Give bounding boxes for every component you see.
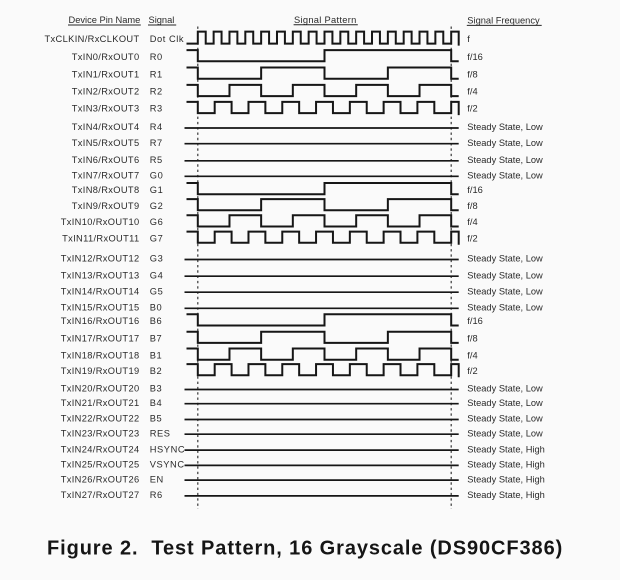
svg-text:RES: RES (150, 428, 171, 438)
svg-text:TxIN23/RxOUT23: TxIN23/RxOUT23 (61, 428, 140, 438)
svg-text:B3: B3 (150, 384, 162, 394)
svg-text:f/8: f/8 (467, 69, 477, 79)
svg-text:TxIN26/RxOUT26: TxIN26/RxOUT26 (61, 474, 140, 484)
svg-text:R3: R3 (150, 104, 163, 114)
svg-text:TxIN2/RxOUT2: TxIN2/RxOUT2 (72, 87, 140, 97)
svg-text:B2: B2 (150, 366, 162, 376)
svg-text:TxIN8/RxOUT8: TxIN8/RxOUT8 (72, 185, 140, 195)
svg-text:TxIN4/RxOUT4: TxIN4/RxOUT4 (72, 122, 140, 132)
svg-text:TxIN18/RxOUT18: TxIN18/RxOUT18 (61, 350, 140, 360)
svg-text:G0: G0 (150, 171, 164, 181)
svg-text:Steady State, Low: Steady State, Low (467, 414, 543, 424)
svg-text:Steady State, Low: Steady State, Low (467, 398, 543, 408)
svg-text:Steady State, Low: Steady State, Low (467, 303, 543, 313)
svg-text:G3: G3 (150, 254, 164, 264)
svg-text:Steady State, High: Steady State, High (467, 444, 545, 454)
svg-text:TxIN19/RxOUT19: TxIN19/RxOUT19 (61, 366, 140, 376)
svg-text:f/4: f/4 (467, 350, 477, 360)
svg-text:TxIN15/RxOUT15: TxIN15/RxOUT15 (61, 303, 140, 313)
svg-text:R6: R6 (150, 490, 163, 500)
svg-text:VSYNC: VSYNC (150, 460, 185, 470)
svg-text:B4: B4 (150, 398, 162, 408)
svg-text:TxIN12/RxOUT12: TxIN12/RxOUT12 (61, 254, 140, 264)
svg-text:G4: G4 (150, 270, 164, 280)
svg-text:B5: B5 (150, 414, 162, 424)
svg-text:f/8: f/8 (467, 334, 477, 344)
svg-text:B7: B7 (150, 334, 162, 344)
svg-text:TxIN9/RxOUT9: TxIN9/RxOUT9 (72, 201, 140, 211)
svg-text:f/4: f/4 (467, 87, 477, 97)
svg-text:Device Pin Name: Device Pin Name (69, 15, 141, 25)
svg-text:TxIN25/RxOUT25: TxIN25/RxOUT25 (61, 460, 140, 470)
svg-text:R1: R1 (150, 69, 163, 79)
svg-text:TxIN0/RxOUT0: TxIN0/RxOUT0 (72, 52, 140, 62)
svg-text:Steady State, Low: Steady State, Low (467, 254, 543, 264)
svg-text:R4: R4 (150, 122, 163, 132)
svg-text:Figure 2. Test Pattern, 16 Gr: Figure 2. Test Pattern, 16 Grayscale (DS… (47, 538, 563, 560)
svg-text:TxIN20/RxOUT20: TxIN20/RxOUT20 (61, 384, 140, 394)
svg-text:f/4: f/4 (467, 217, 477, 227)
svg-text:TxIN22/RxOUT22: TxIN22/RxOUT22 (61, 414, 140, 424)
svg-text:Steady State, Low: Steady State, Low (467, 384, 543, 394)
svg-text:Steady State, Low: Steady State, Low (467, 270, 543, 280)
svg-text:TxIN13/RxOUT13: TxIN13/RxOUT13 (61, 270, 140, 280)
svg-text:R5: R5 (150, 155, 163, 165)
svg-text:f: f (467, 34, 470, 44)
svg-text:f/16: f/16 (467, 316, 483, 326)
svg-text:R7: R7 (150, 138, 163, 148)
svg-text:G5: G5 (150, 286, 164, 296)
svg-text:EN: EN (150, 474, 164, 484)
svg-text:G1: G1 (150, 185, 164, 195)
svg-text:TxIN7/RxOUT7: TxIN7/RxOUT7 (72, 171, 140, 181)
svg-text:Steady State, High: Steady State, High (467, 490, 545, 500)
svg-text:G2: G2 (150, 201, 164, 211)
svg-text:TxIN17/RxOUT17: TxIN17/RxOUT17 (61, 334, 140, 344)
svg-text:TxIN27/RxOUT27: TxIN27/RxOUT27 (61, 490, 140, 500)
svg-text:TxIN10/RxOUT10: TxIN10/RxOUT10 (61, 217, 140, 227)
svg-text:Steady State, Low: Steady State, Low (467, 428, 543, 438)
svg-text:f/2: f/2 (467, 233, 477, 243)
svg-text:f/2: f/2 (467, 104, 477, 114)
svg-text:Steady State, High: Steady State, High (467, 474, 545, 484)
svg-text:TxCLKIN/RxCLKOUT: TxCLKIN/RxCLKOUT (45, 34, 140, 44)
svg-text:HSYNC: HSYNC (150, 444, 185, 454)
svg-text:Signal Frequency: Signal Frequency (467, 16, 540, 26)
svg-text:Signal Pattern: Signal Pattern (294, 15, 357, 25)
svg-text:Dot Clk: Dot Clk (150, 34, 184, 44)
svg-text:G6: G6 (150, 217, 164, 227)
svg-text:TxIN16/RxOUT16: TxIN16/RxOUT16 (61, 316, 140, 326)
svg-text:TxIN14/RxOUT14: TxIN14/RxOUT14 (61, 286, 140, 296)
svg-text:Steady State, High: Steady State, High (467, 460, 545, 470)
svg-text:B1: B1 (150, 350, 162, 360)
svg-text:B6: B6 (150, 316, 162, 326)
svg-text:TxIN1/RxOUT1: TxIN1/RxOUT1 (72, 69, 140, 79)
svg-text:TxIN21/RxOUT21: TxIN21/RxOUT21 (61, 398, 140, 408)
svg-text:Steady State, Low: Steady State, Low (467, 138, 543, 148)
svg-text:Steady State, Low: Steady State, Low (467, 155, 543, 165)
svg-text:G7: G7 (150, 233, 164, 243)
svg-text:f/2: f/2 (467, 366, 477, 376)
svg-text:TxIN11/RxOUT11: TxIN11/RxOUT11 (62, 233, 139, 243)
svg-text:B0: B0 (150, 303, 162, 313)
svg-text:Steady State, Low: Steady State, Low (467, 171, 543, 181)
svg-text:Signal: Signal (149, 15, 175, 25)
svg-text:R0: R0 (150, 52, 163, 62)
svg-text:TxIN24/RxOUT24: TxIN24/RxOUT24 (61, 444, 140, 454)
svg-text:R2: R2 (150, 87, 163, 97)
svg-text:Steady State, Low: Steady State, Low (467, 122, 543, 132)
svg-text:Steady State, Low: Steady State, Low (467, 286, 543, 296)
svg-text:TxIN5/RxOUT5: TxIN5/RxOUT5 (72, 138, 140, 148)
svg-text:TxIN6/RxOUT6: TxIN6/RxOUT6 (72, 155, 140, 165)
svg-text:f/16: f/16 (467, 52, 483, 62)
svg-text:f/8: f/8 (467, 201, 477, 211)
svg-text:TxIN3/RxOUT3: TxIN3/RxOUT3 (72, 104, 140, 114)
svg-text:f/16: f/16 (467, 185, 483, 195)
